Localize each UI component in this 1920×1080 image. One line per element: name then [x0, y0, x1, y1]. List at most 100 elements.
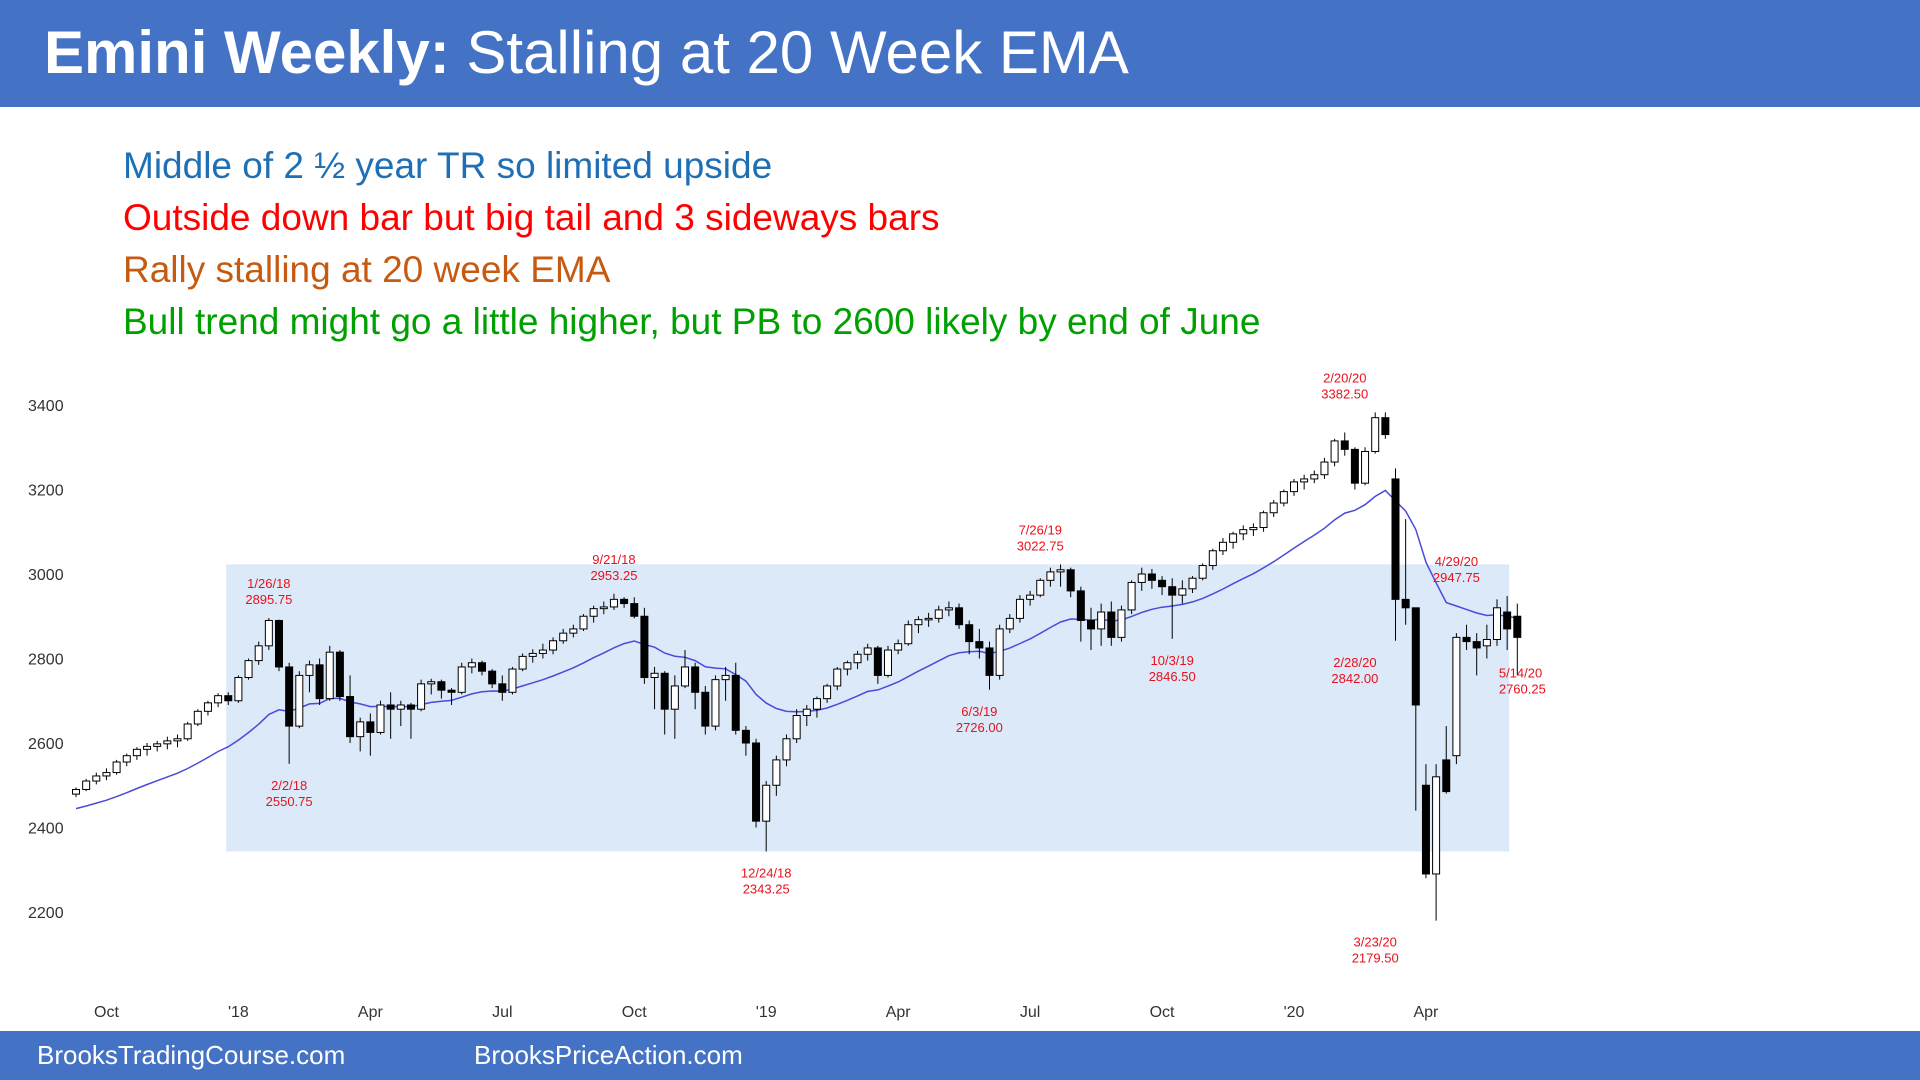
candle-body	[1259, 512, 1268, 529]
candle-body	[488, 670, 497, 685]
candle-body	[650, 672, 659, 679]
candle-body	[1076, 590, 1085, 621]
candle-body	[396, 704, 405, 710]
candle-body	[254, 645, 263, 662]
candle-body	[224, 695, 233, 702]
annotation-price: 2846.50	[1149, 669, 1196, 684]
candle-body	[955, 607, 964, 626]
annotation-price: 2726.00	[956, 720, 1003, 735]
bullet-list: Middle of 2 ½ year TR so limited upside …	[123, 140, 1260, 348]
candle-body	[904, 624, 913, 645]
candle-body	[782, 738, 791, 761]
candle-body	[1046, 571, 1055, 581]
candle-body	[1432, 776, 1441, 875]
candle-body	[173, 738, 182, 742]
candle-body	[478, 662, 486, 672]
candle-body	[295, 674, 304, 727]
x-tick-label: '18	[228, 1004, 249, 1021]
candle-body	[772, 759, 781, 786]
x-tick-label: Jul	[492, 1004, 512, 1021]
candle-body	[802, 708, 811, 717]
annotation-date: 3/23/20	[1354, 935, 1397, 950]
candle-body	[315, 664, 324, 700]
x-tick-label: '19	[756, 1004, 777, 1021]
candle-body	[92, 775, 101, 782]
y-tick-label: 3400	[28, 398, 64, 415]
candle-body	[1036, 579, 1045, 596]
candle-body	[417, 683, 426, 710]
candle-body	[376, 704, 385, 733]
candle-body	[264, 619, 273, 647]
x-tick-label: Apr	[886, 1004, 912, 1021]
x-tick-label: Oct	[94, 1004, 119, 1021]
candle-body	[1442, 759, 1451, 793]
candle-body	[1452, 636, 1461, 757]
footer-bar: BrooksTradingCourse.com BrooksPriceActio…	[0, 1031, 1920, 1080]
candle-body	[1493, 607, 1501, 640]
x-tick-label: Jul	[1020, 1004, 1040, 1021]
candle-body	[538, 649, 547, 654]
candle-body	[630, 603, 639, 617]
annotation-price: 2550.75	[266, 794, 313, 809]
candle-body	[1107, 611, 1116, 638]
candle-body	[985, 647, 994, 676]
candle-body	[1350, 448, 1359, 484]
candle-body	[681, 666, 689, 687]
candle-body	[122, 755, 131, 763]
candle-body	[528, 652, 537, 657]
candle-body	[924, 617, 933, 621]
candle-body	[406, 704, 415, 710]
footer-link-right[interactable]: BrooksPriceAction.com	[474, 1040, 743, 1070]
bullet-2: Outside down bar but big tail and 3 side…	[123, 197, 940, 238]
y-tick-label: 2400	[28, 821, 64, 838]
candle-body	[752, 742, 761, 822]
candle-body	[1503, 611, 1512, 630]
candle-body	[1066, 569, 1075, 592]
candle-body	[1279, 491, 1288, 504]
candle-body	[112, 761, 121, 774]
candle-body	[1381, 417, 1390, 436]
title-bar: Emini Weekly: Stalling at 20 Week EMA	[0, 0, 1920, 107]
candle-body	[1411, 607, 1420, 706]
bullet-4: Bull trend might go a little higher, but…	[123, 301, 1261, 342]
candle-body	[944, 607, 953, 611]
footer-link-left[interactable]: BrooksTradingCourse.com	[37, 1040, 346, 1070]
candle-body	[691, 666, 700, 693]
x-tick-label: Apr	[358, 1004, 384, 1021]
title-bold: Emini Weekly:	[44, 19, 450, 86]
candle-body	[1097, 611, 1106, 630]
annotation-date: 1/26/18	[247, 576, 290, 591]
bullet-1: Middle of 2 ½ year TR so limited upside	[123, 145, 773, 186]
candle-body	[193, 710, 202, 725]
candle-body	[670, 685, 679, 710]
candle-body	[132, 748, 141, 757]
candle-body	[731, 674, 740, 731]
candle-body	[579, 615, 588, 630]
annotation-date: 6/3/19	[961, 704, 997, 719]
candle-body	[1127, 581, 1136, 611]
annotation-price: 2760.25	[1499, 681, 1546, 696]
annotation-date: 2/20/20	[1323, 370, 1366, 385]
annotation-price: 2343.25	[743, 881, 790, 896]
candle-body	[1290, 481, 1298, 493]
candle-body	[660, 672, 669, 710]
annotation-price: 2895.75	[245, 592, 292, 607]
candle-body	[437, 681, 446, 691]
candle-body	[356, 721, 365, 738]
candle-body	[823, 685, 832, 700]
candle-body	[214, 695, 223, 704]
candle-body	[102, 772, 111, 777]
candle-body	[609, 598, 618, 608]
candle-body	[1330, 440, 1339, 463]
candle-body	[589, 608, 598, 617]
candle-body	[853, 653, 862, 664]
candle-body	[721, 674, 730, 681]
candle-body	[275, 619, 283, 668]
candle-body	[366, 721, 375, 733]
candle-body	[72, 788, 80, 795]
annotation-price: 2179.50	[1352, 951, 1399, 966]
candle-body	[1168, 586, 1177, 596]
candle-body	[1178, 588, 1187, 596]
candle-body	[569, 628, 578, 634]
candle-body	[1137, 573, 1146, 583]
